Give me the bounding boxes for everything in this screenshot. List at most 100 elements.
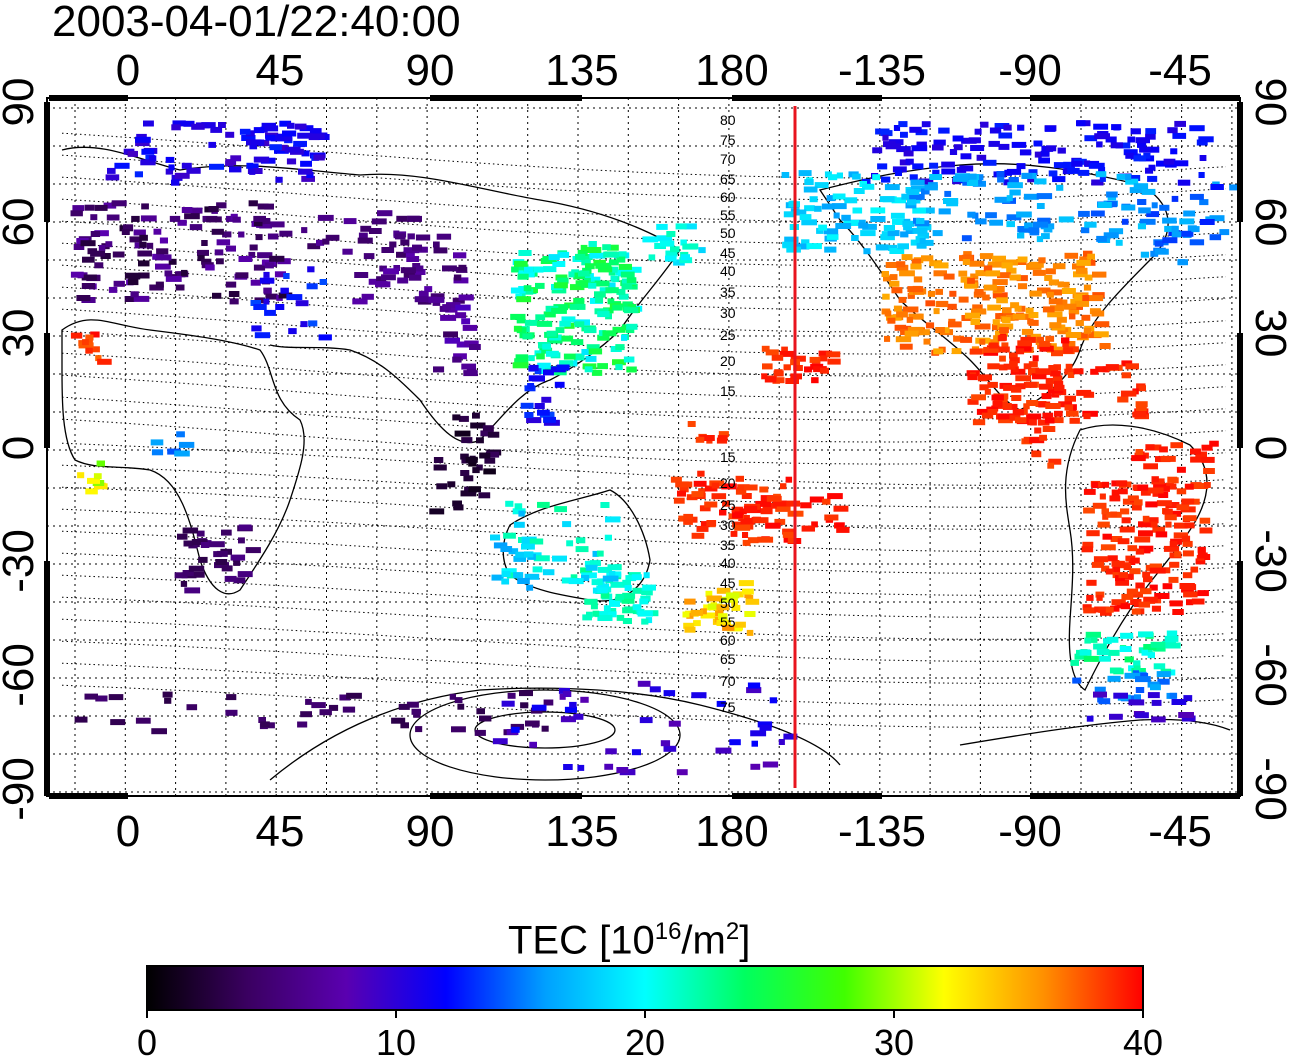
- tec-point: [560, 716, 576, 723]
- tec-point: [1173, 532, 1189, 539]
- contour-line: [61, 330, 1227, 377]
- tec-point: [513, 572, 524, 579]
- tec-point: [1094, 321, 1110, 328]
- tec-point: [1190, 456, 1202, 463]
- tec-point: [249, 168, 256, 175]
- tec-point: [621, 283, 633, 290]
- tec-point: [253, 127, 265, 134]
- tec-point: [1109, 495, 1121, 502]
- tec-point: [814, 182, 829, 189]
- lon-tick-top: 0: [116, 46, 140, 95]
- tec-point: [265, 134, 276, 141]
- tec-point: [414, 269, 426, 275]
- tec-point: [103, 202, 117, 209]
- tec-point: [537, 362, 551, 369]
- tec-point: [1145, 444, 1155, 451]
- tec-point: [133, 295, 150, 302]
- tec-point: [135, 717, 151, 724]
- tec-point: [766, 495, 782, 502]
- tec-point: [608, 259, 619, 266]
- tec-point: [1050, 305, 1064, 312]
- tec-point: [700, 521, 710, 528]
- tec-point: [210, 126, 223, 133]
- tec-point: [750, 730, 767, 737]
- tec-point: [1069, 417, 1080, 424]
- tec-point: [479, 715, 492, 722]
- tec-point: [1012, 366, 1019, 373]
- tec-point: [1135, 137, 1150, 144]
- tec-point: [1044, 417, 1055, 424]
- tec-point: [529, 741, 537, 748]
- tec-point: [1046, 346, 1063, 353]
- tec-point: [400, 239, 410, 246]
- tec-point: [264, 203, 274, 210]
- tec-point: [90, 214, 98, 221]
- tec-point: [146, 242, 154, 249]
- tec-point: [189, 224, 203, 231]
- tec-point: [919, 239, 934, 246]
- tec-point: [1171, 699, 1187, 705]
- tec-point: [1156, 160, 1166, 167]
- tec-point: [536, 320, 553, 327]
- tec-point: [1079, 256, 1091, 263]
- tec-point: [1107, 675, 1121, 682]
- tec-point: [960, 276, 973, 283]
- tec-point: [716, 700, 726, 707]
- tec-point: [948, 321, 962, 328]
- tec-point: [122, 224, 134, 231]
- tec-point: [1003, 124, 1012, 131]
- tec-point: [1189, 193, 1204, 200]
- tec-point: [804, 179, 814, 186]
- tec-point: [1189, 125, 1205, 132]
- tec-point: [521, 538, 536, 545]
- tec-point: [270, 135, 285, 142]
- tec-point: [516, 317, 526, 324]
- tec-point: [862, 223, 877, 230]
- tec-point: [140, 159, 156, 166]
- tec-point: [253, 215, 266, 222]
- tec-point: [1199, 155, 1207, 161]
- tec-point: [1156, 671, 1171, 678]
- tec-point: [1135, 548, 1145, 555]
- tec-point: [913, 276, 923, 283]
- tec-point: [110, 719, 126, 726]
- tec-point: [975, 218, 987, 225]
- tec-point: [533, 555, 550, 562]
- tec-point: [959, 165, 974, 172]
- tec-point: [742, 532, 749, 538]
- tec-point: [761, 345, 770, 352]
- tec-point: [1006, 195, 1013, 202]
- lat-tick-right: -90: [1246, 757, 1292, 821]
- tec-point: [452, 500, 462, 507]
- tec-point: [809, 196, 818, 203]
- tec-point: [466, 368, 477, 375]
- tec-point: [1015, 383, 1026, 390]
- tec-point: [902, 220, 915, 227]
- contour-line: [61, 574, 1227, 618]
- tec-point: [1131, 455, 1146, 462]
- tec-point: [1116, 173, 1126, 180]
- tec-point: [138, 272, 150, 279]
- contour-label: 45: [720, 575, 736, 591]
- tec-point: [570, 574, 578, 581]
- lat-tick-left: -90: [0, 757, 43, 821]
- tec-point: [626, 327, 635, 334]
- contour-line: [61, 242, 1227, 289]
- tec-point: [882, 293, 890, 300]
- tec-point: [1006, 267, 1017, 274]
- tec-point: [760, 508, 773, 515]
- tec-point: [113, 280, 125, 287]
- tec-point: [584, 598, 598, 605]
- tec-point: [1083, 507, 1095, 514]
- tec-point: [1083, 488, 1096, 495]
- tec-point: [580, 696, 589, 703]
- tec-point: [1048, 279, 1059, 286]
- tec-point: [1086, 594, 1094, 601]
- tec-point: [1021, 328, 1034, 335]
- tec-point: [400, 722, 409, 729]
- tec-point: [1177, 259, 1188, 266]
- tec-point: [774, 518, 786, 525]
- tec-point: [1082, 604, 1092, 611]
- tec-point: [731, 599, 738, 606]
- tec-point: [575, 537, 586, 544]
